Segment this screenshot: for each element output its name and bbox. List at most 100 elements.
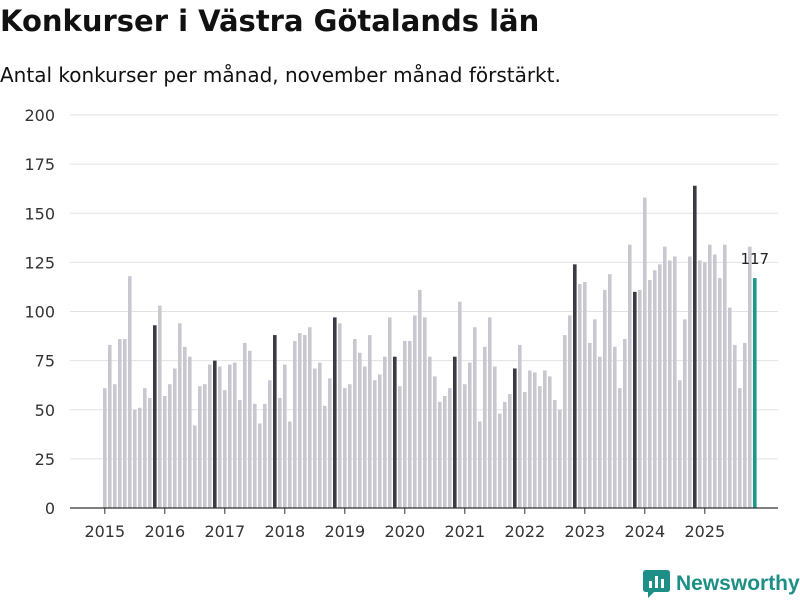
bar (328, 378, 332, 508)
x-tick-label: 2024 (624, 522, 665, 541)
bar (523, 392, 527, 508)
bar (643, 197, 647, 508)
bar (723, 244, 727, 508)
bar (323, 405, 327, 508)
bar (388, 317, 392, 508)
bar (603, 289, 607, 508)
y-tick-label: 125 (24, 253, 55, 272)
bar (133, 409, 137, 508)
x-tick-label: 2020 (384, 522, 425, 541)
bar (123, 339, 127, 508)
bar (588, 342, 592, 508)
bar (183, 346, 187, 508)
latest-value-label: 117 (740, 250, 769, 268)
bar (308, 327, 312, 508)
bar (463, 384, 467, 508)
bar (698, 260, 702, 508)
brand-name: Newsworthy (676, 572, 800, 595)
bar (343, 388, 347, 508)
bar (563, 335, 567, 508)
x-tick-label: 2022 (504, 522, 545, 541)
bar (353, 339, 357, 508)
bar (683, 319, 687, 508)
bar-november (693, 185, 697, 509)
bar (713, 254, 717, 508)
y-tick-label: 50 (35, 401, 55, 420)
bar-november (213, 360, 217, 508)
bar (518, 344, 522, 508)
bar (558, 409, 562, 508)
bar (248, 350, 252, 508)
bar (198, 386, 202, 508)
bar (288, 421, 292, 508)
bar (313, 368, 317, 508)
bar (478, 421, 482, 508)
y-tick-label: 75 (35, 352, 55, 371)
bar (443, 395, 447, 508)
bar (528, 370, 532, 508)
bar (468, 362, 472, 508)
bar (383, 356, 387, 508)
bar (408, 340, 412, 508)
bar (598, 356, 602, 508)
bar (483, 346, 487, 508)
bar (428, 356, 432, 508)
bar (253, 403, 257, 508)
bar (203, 384, 207, 508)
bar (113, 384, 117, 508)
bar-november (513, 368, 517, 508)
bar (613, 346, 617, 508)
bar (373, 380, 377, 508)
bar (258, 423, 262, 508)
bar (128, 276, 132, 508)
bar (658, 264, 662, 508)
bar (688, 256, 692, 508)
bar (458, 301, 462, 508)
bar (628, 244, 632, 508)
y-tick-label: 100 (24, 303, 55, 322)
bar (748, 246, 752, 508)
y-tick-label: 175 (24, 155, 55, 174)
bar (608, 274, 612, 508)
bar (293, 340, 297, 508)
bars (103, 185, 757, 509)
bar-november (453, 356, 457, 508)
bar (703, 262, 707, 508)
bar (473, 327, 477, 508)
bar (318, 362, 322, 508)
bar (498, 413, 502, 508)
x-tick-label: 2023 (564, 522, 605, 541)
bar (223, 390, 227, 508)
bar (338, 323, 342, 508)
bar (538, 386, 542, 508)
bar (118, 339, 122, 508)
bar (623, 339, 627, 508)
bar (403, 340, 407, 508)
bar (423, 317, 427, 508)
bar (158, 305, 162, 508)
bar (493, 366, 497, 508)
x-tick-label: 2016 (144, 522, 185, 541)
bar (108, 344, 112, 508)
bar (743, 342, 747, 508)
y-tick-label: 0 (45, 499, 55, 518)
x-tick-label: 2025 (684, 522, 725, 541)
bar (438, 401, 442, 508)
bar-november (393, 356, 397, 508)
bar (228, 364, 232, 508)
bar (418, 289, 422, 508)
bar (378, 374, 382, 508)
bar-november (573, 264, 577, 508)
bar (303, 335, 307, 508)
x-tick-label: 2017 (204, 522, 245, 541)
bar (238, 399, 242, 508)
bar (283, 364, 287, 508)
x-tick-label: 2021 (444, 522, 485, 541)
y-tick-label: 150 (24, 204, 55, 223)
x-tick-label: 2018 (264, 522, 305, 541)
bar (448, 388, 452, 508)
bar (278, 397, 282, 508)
bar (738, 388, 742, 508)
bar (668, 260, 672, 508)
